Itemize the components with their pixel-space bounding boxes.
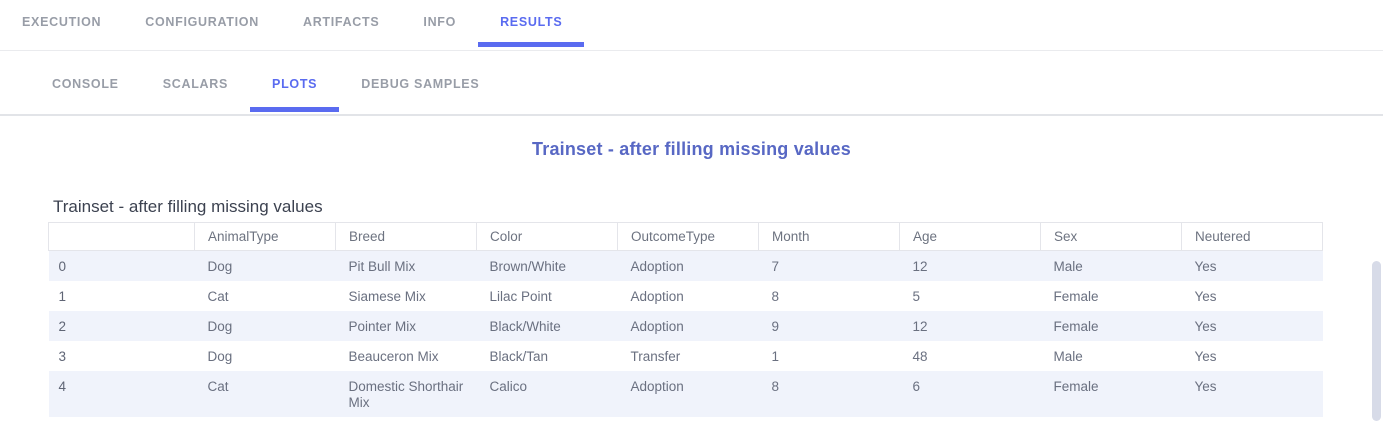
table-row: 2 Dog Pointer Mix Black/White Adoption 9 12 Fem… [48, 311, 1323, 341]
table-cell: 9 [771, 319, 780, 334]
column-header-outcometype: OutcomeType [617, 222, 759, 251]
column-header-month: Month [758, 222, 900, 251]
table-cell: Adoption [630, 259, 684, 274]
plot-title: Trainset - after filling missing values [532, 139, 851, 159]
plots-panel: Trainset - after filling missing values … [0, 139, 1383, 421]
subtab-plots[interactable]: PLOTS [250, 51, 340, 114]
column-header-sex: Sex [1040, 222, 1182, 251]
column-header-index [48, 222, 195, 251]
tab-configuration[interactable]: CONFIGURATION [145, 15, 259, 29]
vertical-scrollbar[interactable] [1372, 261, 1381, 438]
table-cell: Yes [1194, 349, 1217, 364]
table-cell: Female [1053, 379, 1099, 394]
table-cell: Adoption [630, 319, 684, 334]
table-cell: Pit Bull Mix [348, 259, 416, 274]
table-header-row: AnimalType Breed Color OutcomeType Month Age S… [48, 222, 1323, 251]
subtab-scalars[interactable]: SCALARS [162, 77, 229, 91]
table-cell: 12 [912, 259, 928, 274]
table-cell: 5 [912, 289, 921, 304]
table-cell: Yes [1194, 259, 1217, 274]
table-cell: Pointer Mix [348, 319, 417, 334]
column-header-color: Color [476, 222, 618, 251]
tab-execution[interactable]: EXECUTION [22, 15, 102, 29]
table-cell: Dog [207, 319, 233, 334]
row-index-cell: 3 [58, 349, 67, 364]
plot-table-container: Trainset - after filling missing values … [48, 197, 1323, 417]
column-header-breed: Breed [335, 222, 477, 251]
table-cell: Yes [1194, 289, 1217, 304]
table-cell: Dog [207, 259, 233, 274]
row-index-cell: 0 [58, 259, 67, 274]
table-cell: 8 [771, 289, 780, 304]
table-cell: Dog [207, 349, 233, 364]
table-cell: Adoption [630, 289, 684, 304]
table-cell: 7 [771, 259, 780, 274]
table-row: 0 Dog Pit Bull Mix Brown/White Adoption 7 12 Ma… [48, 250, 1323, 281]
table-cell: Yes [1194, 379, 1217, 394]
table-header: AnimalType Breed Color OutcomeType Month Age S… [48, 222, 1323, 251]
tab-results[interactable]: RESULTS [478, 0, 585, 50]
table-cell: Female [1053, 289, 1099, 304]
table-cell: Lilac Point [489, 289, 552, 304]
table-cell: Female [1053, 319, 1099, 334]
results-sub-tabbar: CONSOLE SCALARS PLOTS DEBUG SAMPLES [0, 51, 1383, 116]
table-cell: Black/White [489, 319, 561, 334]
main-tabbar: EXECUTION CONFIGURATION ARTIFACTS INFO RESUL… [0, 0, 1383, 51]
table-cell: Cat [207, 289, 229, 304]
table-cell: 8 [771, 379, 780, 394]
table-title: Trainset - after filling missing values [53, 197, 323, 216]
table-cell: Yes [1194, 319, 1217, 334]
table-cell: Transfer [630, 349, 681, 364]
scrollbar-thumb[interactable] [1372, 261, 1381, 421]
subtab-console[interactable]: CONSOLE [52, 77, 119, 91]
subtab-debug-samples[interactable]: DEBUG SAMPLES [361, 77, 480, 91]
table-row: 1 Cat Siamese Mix Lilac Point Adoption 8 5 Fema… [49, 281, 1323, 311]
column-header-animaltype: AnimalType [194, 222, 336, 251]
tab-info[interactable]: INFO [423, 15, 457, 29]
row-index-cell: 2 [58, 319, 67, 334]
tab-artifacts[interactable]: ARTIFACTS [302, 15, 380, 29]
dataframe-table: AnimalType Breed Color OutcomeType Month Age S… [48, 222, 1323, 417]
row-index-cell: 1 [58, 289, 67, 304]
table-cell: Domestic Shorthair Mix [348, 379, 464, 410]
table-row: 4 Cat Domestic Shorthair Mix Calico Adoption… [48, 371, 1323, 417]
table-cell: Brown/White [489, 259, 567, 274]
table-cell: Cat [207, 379, 229, 394]
table-cell: Male [1053, 349, 1083, 364]
table-cell: 6 [912, 379, 921, 394]
table-cell: Siamese Mix [348, 289, 426, 304]
column-header-age: Age [899, 222, 1041, 251]
table-row: 3 Dog Beauceron Mix Black/Tan Transfer 1 48 Mal… [49, 341, 1323, 371]
row-index-cell: 4 [58, 379, 67, 394]
table-cell: 1 [771, 349, 780, 364]
table-cell: Calico [489, 379, 528, 394]
table-cell: Adoption [630, 379, 684, 394]
table-cell: Black/Tan [489, 349, 549, 364]
column-header-neutered: Neutered [1181, 222, 1323, 251]
table-cell: 48 [912, 349, 928, 364]
table-cell: Male [1053, 259, 1083, 274]
table-body: 0 Dog Pit Bull Mix Brown/White Adoption 7 12 Ma… [48, 250, 1323, 417]
table-cell: 12 [912, 319, 928, 334]
table-cell: Beauceron Mix [348, 349, 439, 364]
